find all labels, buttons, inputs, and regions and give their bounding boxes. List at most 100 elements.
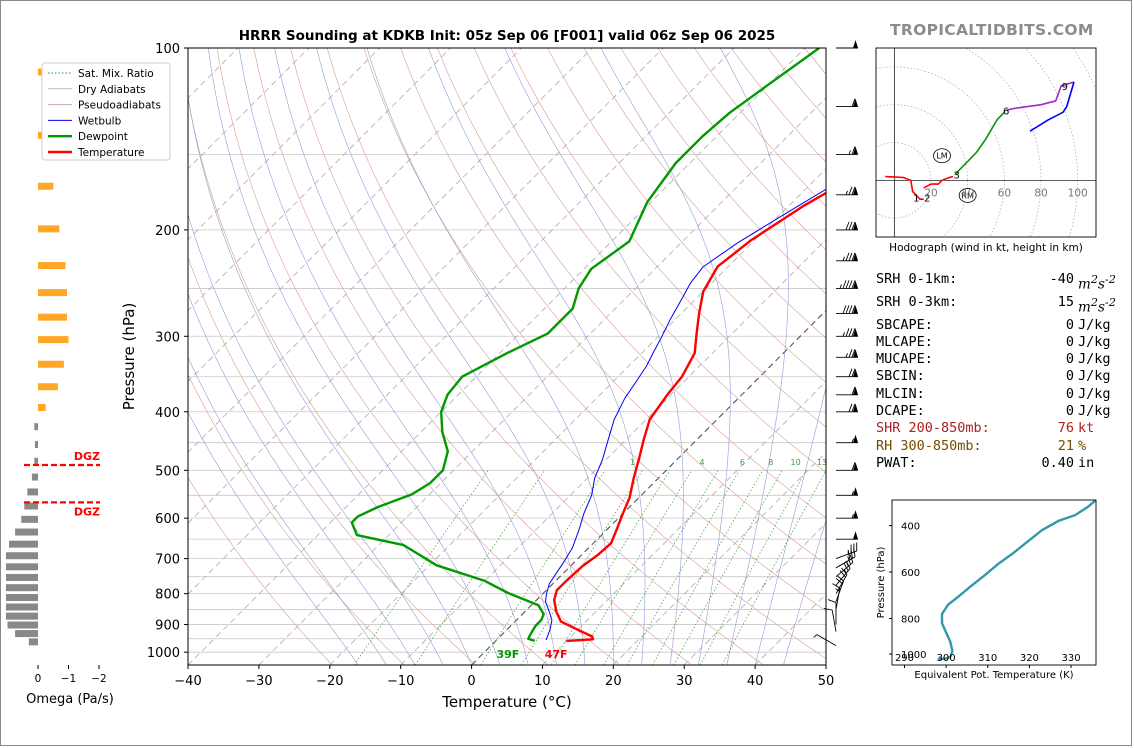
x-tick-label: 0 (467, 674, 475, 689)
stat-row: SBCIN: 0 J/kg (876, 368, 1116, 385)
theta-e-line (937, 500, 1096, 661)
barb-full (848, 551, 851, 560)
legend-label: Dewpoint (78, 131, 128, 143)
barb-pennant (853, 403, 858, 412)
hodo-tick-label: 80 (1034, 187, 1047, 199)
barb-full (851, 403, 856, 412)
barb-full (841, 567, 848, 575)
x-axis-label: Temperature (°C) (441, 693, 571, 711)
omega-bar (15, 630, 38, 638)
wind-barb (823, 608, 837, 632)
hodo-ring (866, 40, 1126, 270)
isotherm-line (542, 380, 826, 665)
mixing-ratio-label: 1 (630, 458, 635, 467)
hodo-tick-label: 60 (998, 187, 1011, 199)
dry-adiabat-line (547, 48, 826, 383)
wind-barb (836, 349, 858, 358)
stat-label: SRH 0-3km: (876, 293, 958, 310)
mixing-ratio-label: 4 (699, 458, 704, 467)
hodo-marker-label: LM (936, 152, 947, 161)
stat-unit: J/kg (1078, 316, 1111, 333)
hodo-tick-label: 40 (961, 187, 974, 199)
barb-full (836, 575, 844, 582)
theta-x-tick-label: 320 (1020, 653, 1039, 664)
omega-bar (38, 182, 54, 190)
wind-barb (836, 531, 858, 540)
hodo-marker-circle (958, 188, 977, 203)
x-tick-label: −30 (245, 674, 272, 689)
wind-barb (836, 510, 858, 519)
mixing-ratio-label: 10 (791, 458, 801, 467)
barb-full (848, 368, 853, 377)
moist-adiabat-line (504, 48, 684, 665)
moist-adiabat-line (366, 48, 614, 665)
mixing-ratio-label: 8 (768, 458, 773, 467)
moist-adiabat-line (754, 385, 826, 665)
omega-bar (38, 383, 58, 391)
dry-adiabat-line (188, 256, 477, 665)
wind-barb (813, 634, 837, 646)
dry-adiabat-line (188, 96, 549, 665)
barb-pennant (853, 186, 858, 195)
wind-barb (836, 146, 858, 155)
wind-barb (835, 575, 844, 602)
moist-adiabat-line (188, 292, 416, 665)
stat-row: PWAT: 0.40 in (876, 455, 1116, 472)
stat-row: SBCAPE: 0 J/kg (876, 317, 1116, 334)
isotherm-line (471, 309, 826, 665)
barb-full (848, 403, 853, 412)
hodo-height-label: 2 (924, 193, 930, 204)
stat-value: 0 (1065, 333, 1074, 350)
theta-x-tick-label: 330 (1061, 653, 1080, 664)
wind-barb (835, 542, 858, 560)
wind-barb (827, 599, 837, 625)
surface-annotation: 39F (496, 648, 519, 661)
x-tick-label: −10 (387, 674, 414, 689)
y-tick-label: 600 (155, 512, 180, 527)
barb-pennant (853, 487, 858, 496)
y-axis-label: Pressure (hPa) (120, 303, 138, 411)
stat-row: MLCIN: 0 J/kg (876, 386, 1116, 403)
dgz-label: DGZ (74, 505, 100, 518)
theta-e-chart: 290 300 310 320 330 400 600 800 1000 Equivalent P… (876, 499, 1097, 681)
surface-annotation: 47F (545, 648, 568, 661)
theta-y-tick-label: 600 (901, 568, 920, 579)
barb-half (843, 569, 847, 574)
x-tick-label: 40 (747, 674, 764, 689)
barb-half (842, 256, 845, 261)
omega-axis-label: Omega (Pa/s) (26, 692, 114, 707)
omega-bar (27, 488, 38, 496)
legend-label: Dry Adiabats (78, 84, 146, 96)
omega-bar (5, 594, 39, 602)
hodo-height-label: 9 (1062, 82, 1068, 93)
dry-adiabat-line (583, 48, 826, 339)
barb-pennant (853, 386, 858, 395)
barb-full (851, 462, 856, 471)
omega-bar (38, 225, 60, 233)
theta-x-axis-label: Equivalent Pot. Temperature (K) (914, 670, 1073, 681)
hodo-segment (1029, 81, 1075, 132)
dry-adiabat-line (188, 476, 333, 665)
theta-x-tick-label: 300 (937, 653, 956, 664)
moist-adiabat-line (720, 48, 789, 665)
moist-adiabat-line (274, 48, 557, 665)
moist-adiabat-line (188, 356, 387, 665)
moist-adiabat-line (208, 48, 501, 665)
barb-full (847, 556, 851, 565)
theta-x-tick-label: 290 (895, 653, 914, 664)
barb-full (823, 608, 833, 611)
isotherm-line (188, 48, 806, 665)
wind-barb (836, 487, 858, 496)
stat-value: 76 (1057, 420, 1074, 437)
barb-full (848, 221, 853, 231)
wind-barb (836, 386, 858, 396)
barb-staff (816, 634, 837, 646)
y-tick-label: 700 (155, 553, 180, 568)
moist-adiabat-line (188, 95, 472, 665)
legend-box (41, 62, 171, 161)
mixing-ratio-line (521, 470, 643, 665)
stat-row: SHR 200-850mb: 76 kt (876, 420, 1116, 437)
omega-bar (5, 603, 39, 611)
omega-bar (34, 423, 38, 431)
wind-barb (835, 554, 854, 578)
